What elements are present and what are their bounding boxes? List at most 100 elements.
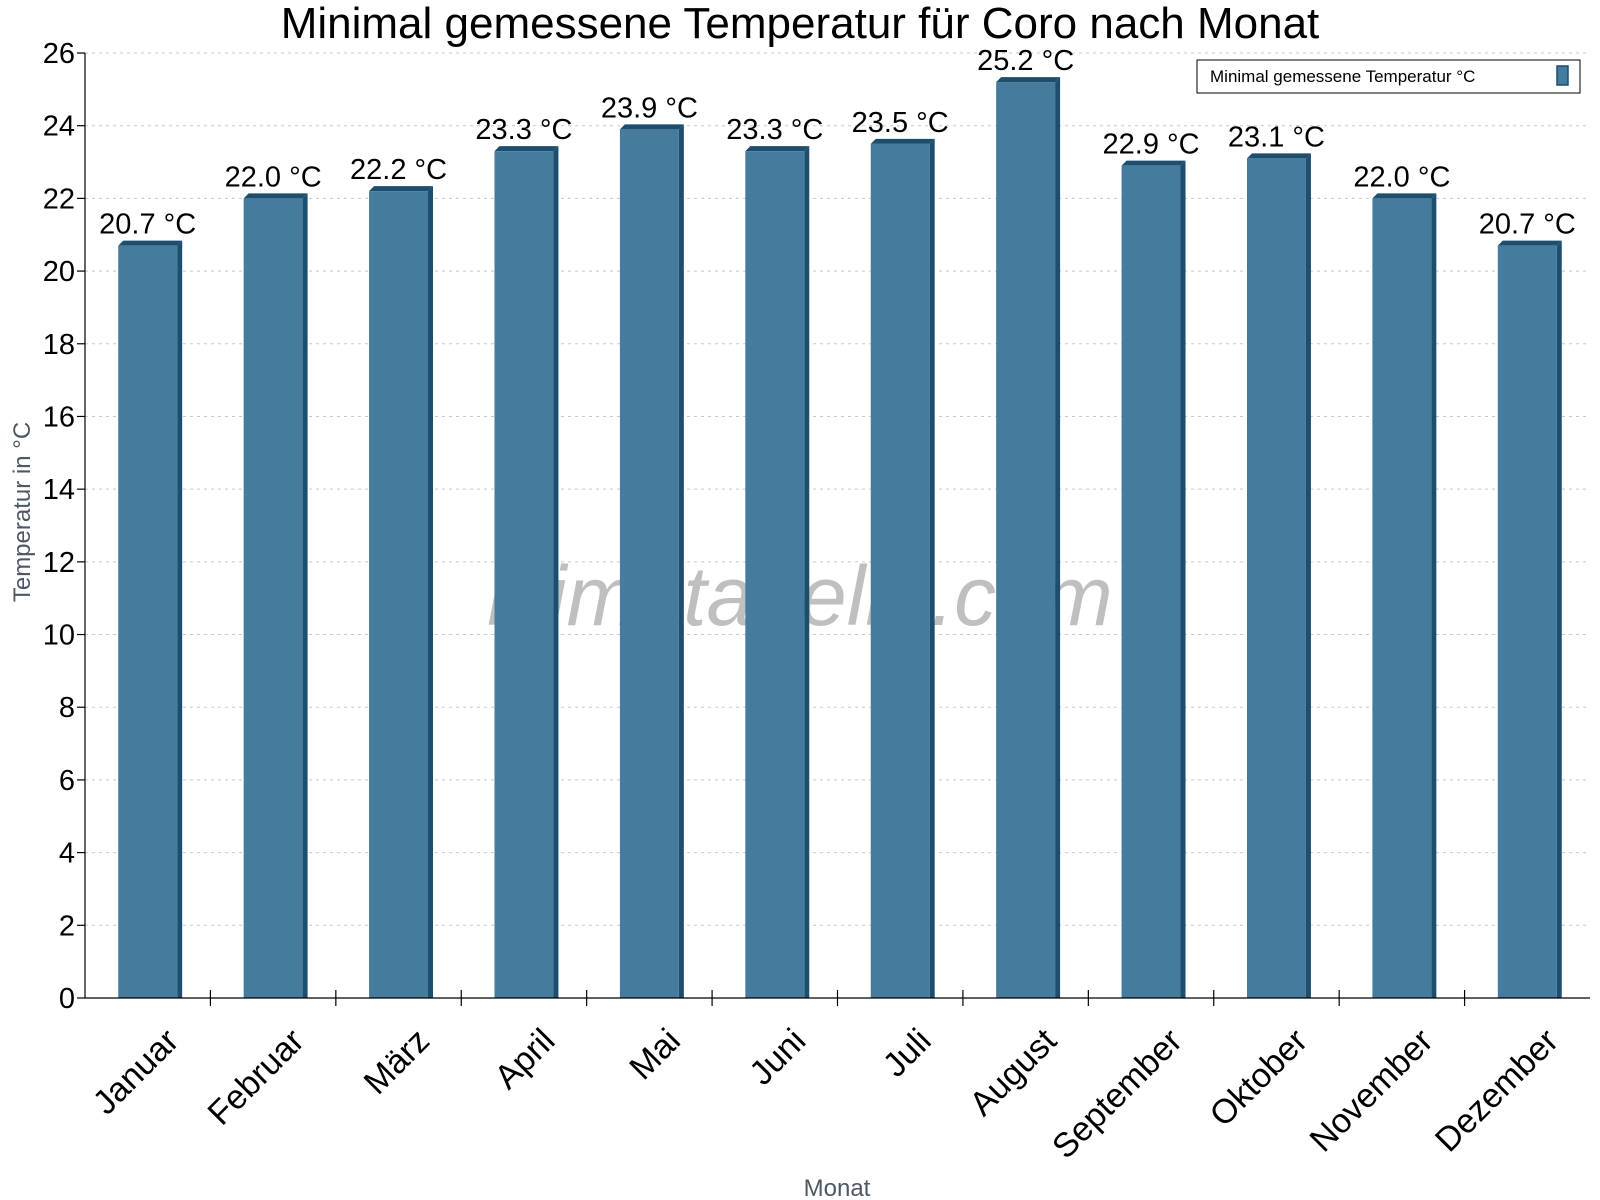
data-label: 22.2 °C [350, 154, 447, 186]
bar-front [369, 191, 429, 999]
y-tick-label: 26 [43, 38, 75, 70]
bar-side [302, 193, 308, 998]
x-tick-label: Juni [742, 1022, 813, 1093]
bar-top [494, 146, 559, 152]
data-label: 23.3 °C [475, 114, 572, 146]
axes [84, 53, 1590, 999]
bar-april [494, 146, 559, 998]
data-label: 23.3 °C [726, 114, 823, 146]
bar-side [1431, 193, 1437, 998]
data-label: 22.0 °C [225, 161, 322, 193]
grid-lines [85, 52, 1590, 926]
bar-front [870, 143, 930, 999]
bar-front [1372, 198, 1432, 998]
bar-top [1497, 240, 1562, 246]
bar-front [494, 151, 554, 998]
x-tick-label: September [1045, 1022, 1189, 1166]
data-label: 23.9 °C [601, 92, 698, 124]
data-label: 20.7 °C [99, 209, 196, 241]
x-tick-label: März [357, 1022, 437, 1102]
data-label: 23.1 °C [1228, 121, 1325, 153]
x-tick-label: Januar [86, 1022, 186, 1122]
x-tick-label: Dezember [1428, 1022, 1566, 1160]
data-label: 23.5 °C [852, 107, 949, 139]
bar-mai [619, 124, 684, 999]
bar-series [118, 77, 1562, 999]
data-label: 22.9 °C [1103, 129, 1200, 161]
x-axis-ticks: Januar Februar März April Mai Juni Juli AugustS… [86, 990, 1566, 1166]
y-axis-label: Temperatur in °C [9, 422, 36, 602]
bar-top [619, 124, 684, 130]
x-tick-label: November [1303, 1022, 1441, 1160]
y-tick-label: 24 [43, 111, 75, 143]
y-tick-label: 0 [59, 983, 75, 1015]
bar-front [118, 245, 178, 998]
bar-top [745, 146, 810, 152]
bar-front [996, 82, 1056, 999]
x-tick-label: August [962, 1021, 1064, 1123]
bar-side [678, 124, 684, 999]
x-axis-label: Monat [804, 1175, 871, 1200]
bar-september [1121, 160, 1186, 998]
bar-top [996, 77, 1061, 83]
bar-side [1055, 77, 1061, 999]
bar-side [177, 240, 183, 998]
bar-juli [870, 138, 935, 999]
y-tick-label: 18 [43, 329, 75, 361]
bar-august [996, 77, 1061, 999]
y-tick-label: 22 [43, 183, 75, 215]
bar-februar [243, 193, 308, 998]
y-tick-label: 6 [59, 765, 75, 797]
bar-oktober [1246, 153, 1311, 999]
x-tick-label: Oktober [1203, 1022, 1315, 1134]
y-tick-label: 8 [59, 692, 75, 724]
bar-top [870, 138, 935, 144]
bar-juni [745, 146, 810, 998]
x-tick-label: Februar [201, 1022, 312, 1133]
bar-side [1556, 240, 1562, 998]
data-label: 25.2 °C [977, 45, 1074, 77]
bar-side [1305, 153, 1311, 999]
y-tick-label: 12 [43, 547, 75, 579]
x-tick-label: Juli [876, 1022, 939, 1085]
legend-label: Minimal gemessene Temperatur °C [1210, 67, 1475, 86]
bar-november [1372, 193, 1437, 998]
x-tick-label: April [487, 1022, 562, 1097]
bar-front [1121, 165, 1181, 998]
bar-top [243, 193, 308, 199]
y-tick-label: 4 [59, 838, 75, 870]
bar-top [118, 240, 183, 246]
bar-märz [369, 186, 434, 999]
bar-side [929, 138, 935, 999]
bar-top [1121, 160, 1186, 166]
data-label: 22.0 °C [1353, 161, 1450, 193]
bar-front [745, 151, 805, 998]
bar-januar [118, 240, 183, 998]
bar-front [619, 129, 679, 999]
data-label: 20.7 °C [1479, 209, 1576, 241]
y-tick-label: 14 [43, 474, 75, 506]
bar-top [1372, 193, 1437, 199]
bar-front [1246, 158, 1306, 999]
bar-side [1180, 160, 1186, 998]
bar-dezember [1497, 240, 1562, 998]
bar-front [243, 198, 303, 998]
bar-top [369, 186, 434, 192]
x-tick-label: Mai [622, 1022, 688, 1088]
bar-top [1246, 153, 1311, 159]
bar-side [553, 146, 559, 998]
bar-side [804, 146, 810, 998]
bar-side [428, 186, 434, 999]
legend: Minimal gemessene Temperatur °C [1196, 59, 1581, 94]
legend-box [1196, 59, 1581, 94]
bar-front [1497, 245, 1557, 998]
y-tick-label: 20 [43, 256, 75, 288]
y-tick-label: 10 [43, 620, 75, 652]
y-tick-label: 2 [59, 910, 75, 942]
data-labels: 20.7 °C 22.0 °C 22.2 °C 23.3 °C 23.9 °C 23.3 … [99, 45, 1576, 241]
legend-swatch [1556, 65, 1569, 86]
chart-title: Minimal gemessene Temperatur für Coro na… [281, 0, 1320, 48]
y-tick-label: 16 [43, 401, 75, 433]
